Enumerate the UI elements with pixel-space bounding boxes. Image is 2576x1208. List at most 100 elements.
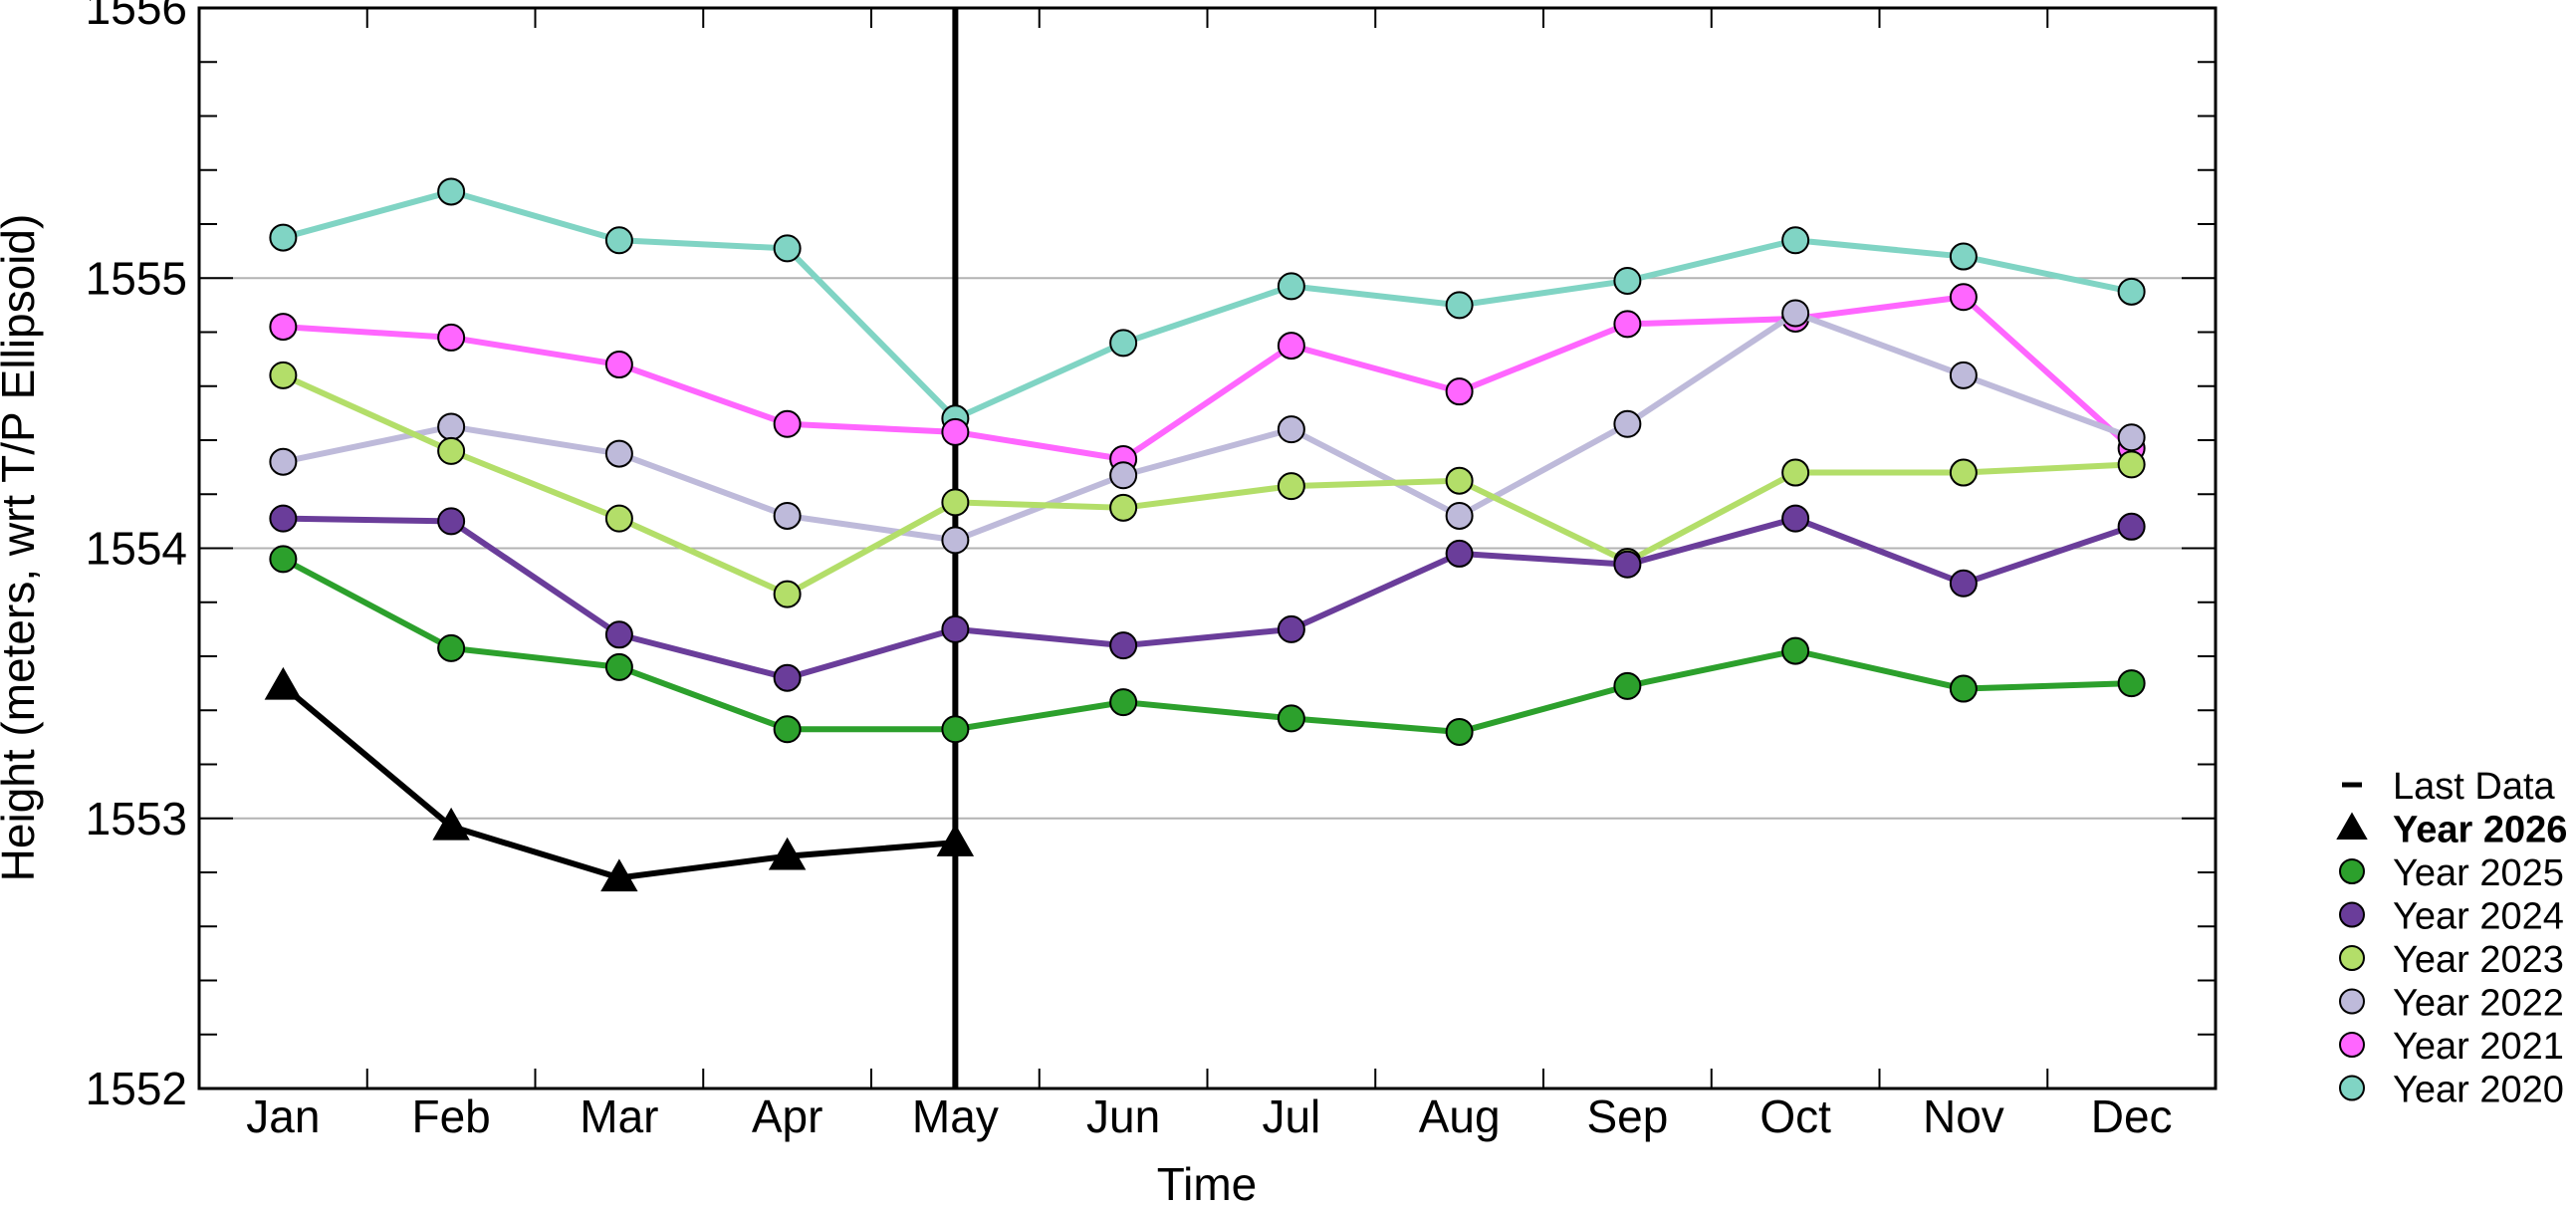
data-point — [1949, 674, 1978, 703]
data-point — [941, 488, 970, 517]
data-point — [1277, 472, 1305, 501]
y-tick-labels: 1552 1553 1554 1555 1556 — [86, 0, 187, 1114]
data-point — [773, 580, 802, 608]
data-point — [604, 504, 633, 533]
series-year-2026 — [264, 666, 975, 892]
data-point — [1781, 504, 1810, 533]
legend-swatch — [2339, 1075, 2365, 1101]
data-point — [1613, 266, 1642, 295]
data-point — [1949, 458, 1978, 487]
data-point — [1445, 539, 1474, 568]
data-point — [1781, 636, 1810, 665]
y-tick-label: 1552 — [86, 1063, 187, 1114]
series-line — [282, 188, 2133, 422]
data-point — [1781, 458, 1810, 487]
data-point — [773, 501, 802, 530]
y-tick-label: 1553 — [86, 793, 187, 845]
data-point — [1781, 226, 1810, 255]
data-point — [1109, 493, 1138, 522]
legend-item-last-data: Last Data — [2342, 766, 2556, 808]
legend-label: Year 2026 — [2393, 810, 2567, 851]
data-point — [941, 417, 970, 446]
data-point — [773, 715, 802, 744]
data-point — [1445, 501, 1474, 530]
series-line — [282, 372, 2132, 598]
data-point — [941, 614, 970, 643]
legend-swatch — [2339, 988, 2365, 1015]
x-tick-label: Mar — [580, 1090, 658, 1142]
legend-swatch — [2339, 1032, 2365, 1058]
legend-item: Year 2021 — [2339, 1026, 2564, 1068]
data-point — [1277, 704, 1305, 733]
data-point — [1277, 332, 1305, 361]
data-point — [1277, 415, 1305, 444]
data-point — [1949, 283, 1978, 312]
data-point — [264, 666, 303, 700]
data-point — [2117, 450, 2146, 479]
legend-item: Year 2022 — [2339, 983, 2564, 1025]
data-point — [768, 837, 807, 870]
legend-swatch — [2339, 901, 2365, 928]
data-point — [1613, 310, 1642, 339]
legend-label: Year 2020 — [2393, 1070, 2564, 1111]
data-point — [269, 545, 298, 574]
series-line — [281, 556, 2132, 735]
legend-item: Year 2020 — [2339, 1070, 2564, 1111]
data-point — [1445, 717, 1474, 746]
data-point — [1613, 550, 1642, 579]
series-line — [281, 683, 956, 881]
series-line — [283, 294, 2134, 462]
data-point — [269, 223, 298, 252]
data-point — [1445, 466, 1474, 495]
legend-label: Year 2025 — [2393, 852, 2564, 894]
series-line — [283, 515, 2133, 681]
data-point — [1445, 377, 1474, 406]
data-point — [437, 633, 466, 662]
x-tick-label: Apr — [752, 1090, 823, 1142]
data-point — [1445, 291, 1474, 320]
series-year-2020 — [269, 177, 2146, 433]
data-point — [773, 409, 802, 438]
data-point — [604, 439, 633, 468]
y-tick-label: 1555 — [86, 252, 187, 304]
data-point — [437, 323, 466, 352]
data-point — [269, 313, 298, 342]
data-point — [1949, 242, 1978, 271]
data-point — [1949, 569, 1978, 598]
y-tick-label: 1554 — [86, 523, 187, 575]
legend-swatch — [2336, 812, 2368, 840]
data-point — [1613, 409, 1642, 438]
x-tick-label: Aug — [1419, 1090, 1501, 1142]
x-tick-label: Jun — [1086, 1090, 1160, 1142]
data-point — [1277, 272, 1305, 301]
series-year-2022 — [269, 299, 2146, 555]
y-axis-title: Height (meters, wrt T/P Ellipsoid) — [0, 214, 44, 882]
data-point — [2117, 423, 2146, 452]
data-point — [437, 412, 466, 441]
data-point — [437, 507, 466, 536]
series-year-2024 — [269, 504, 2146, 692]
data-point — [941, 526, 970, 555]
x-tick-labels: Jan Feb Mar Apr May Jun Jul Aug Sep Oct Nov Dec — [246, 1090, 2172, 1142]
data-point — [2117, 277, 2146, 306]
data-point — [269, 504, 298, 533]
data-point — [604, 226, 633, 255]
x-tick-label: Oct — [1759, 1090, 1831, 1142]
data-point — [604, 652, 633, 681]
legend-item: Year 2025 — [2339, 852, 2564, 894]
x-axis-title: Time — [1157, 1158, 1258, 1208]
data-point — [432, 807, 470, 841]
data-point — [1109, 631, 1138, 660]
legend-label: Year 2024 — [2393, 896, 2564, 938]
data-point — [773, 663, 802, 692]
series-line — [282, 310, 2133, 544]
x-tick-label: Jul — [1262, 1090, 1320, 1142]
legend-item: Year 2026 — [2336, 810, 2567, 851]
legend-label: Year 2023 — [2393, 939, 2564, 981]
y-tick-label: 1556 — [86, 0, 187, 34]
data-point — [437, 436, 466, 465]
legend-item: Year 2024 — [2339, 896, 2564, 938]
data-point — [269, 361, 298, 389]
series-year-2025 — [269, 545, 2146, 746]
